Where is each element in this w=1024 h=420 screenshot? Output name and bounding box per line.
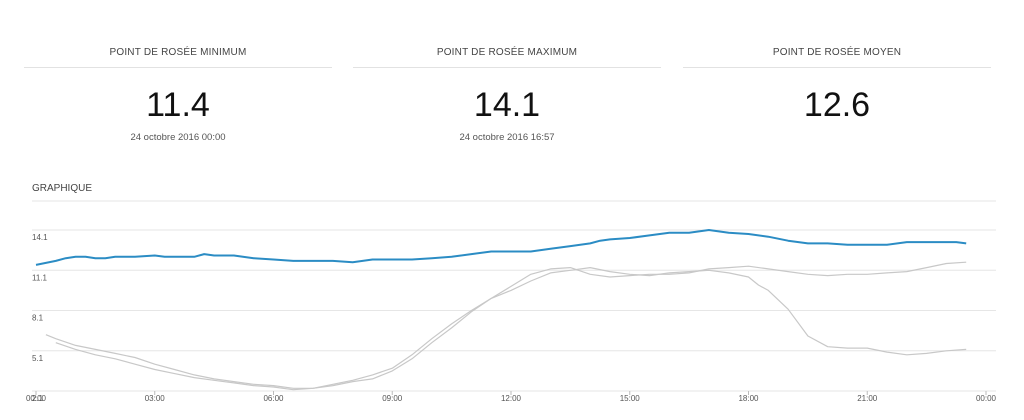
- y-tick-label: 14.1: [32, 233, 48, 242]
- chart-title: GRAPHIQUE: [32, 183, 93, 194]
- stat-date: 24 octobre 2016 16:57: [459, 132, 555, 143]
- stat-date: 24 octobre 2016 00:00: [130, 132, 226, 143]
- x-tick-label: 15:00: [620, 394, 641, 403]
- stat-value: 12.6: [803, 86, 871, 124]
- x-tick-label: 21:00: [857, 394, 878, 403]
- stat-label: POINT DE ROSÉE MOYEN: [772, 47, 902, 58]
- x-tick-label: 06:00: [263, 394, 284, 403]
- x-tick-label: 00:00: [976, 394, 997, 403]
- stat-value: 14.1: [473, 86, 541, 124]
- x-tick-label: 00:00: [26, 394, 47, 403]
- y-tick-label: 5.1: [32, 354, 44, 363]
- dew-point-series-line: [35, 229, 967, 266]
- x-tick-label: 09:00: [382, 394, 403, 403]
- reference-series-line-1: [45, 261, 967, 389]
- x-tick-label: 18:00: [738, 394, 759, 403]
- y-tick-label: 2.1: [32, 394, 44, 403]
- divider: [683, 67, 991, 68]
- x-tick-label: 12:00: [501, 394, 522, 403]
- reference-series-line-2: [55, 267, 967, 391]
- divider: [353, 67, 661, 68]
- stat-label: POINT DE ROSÉE MINIMUM: [109, 47, 247, 58]
- stat-label: POINT DE ROSÉE MAXIMUM: [436, 47, 578, 58]
- y-tick-label: 11.1: [32, 273, 48, 282]
- stat-value: 11.4: [146, 86, 210, 124]
- divider: [24, 67, 332, 68]
- y-tick-label: 8.1: [32, 314, 44, 323]
- x-tick-label: 03:00: [145, 394, 166, 403]
